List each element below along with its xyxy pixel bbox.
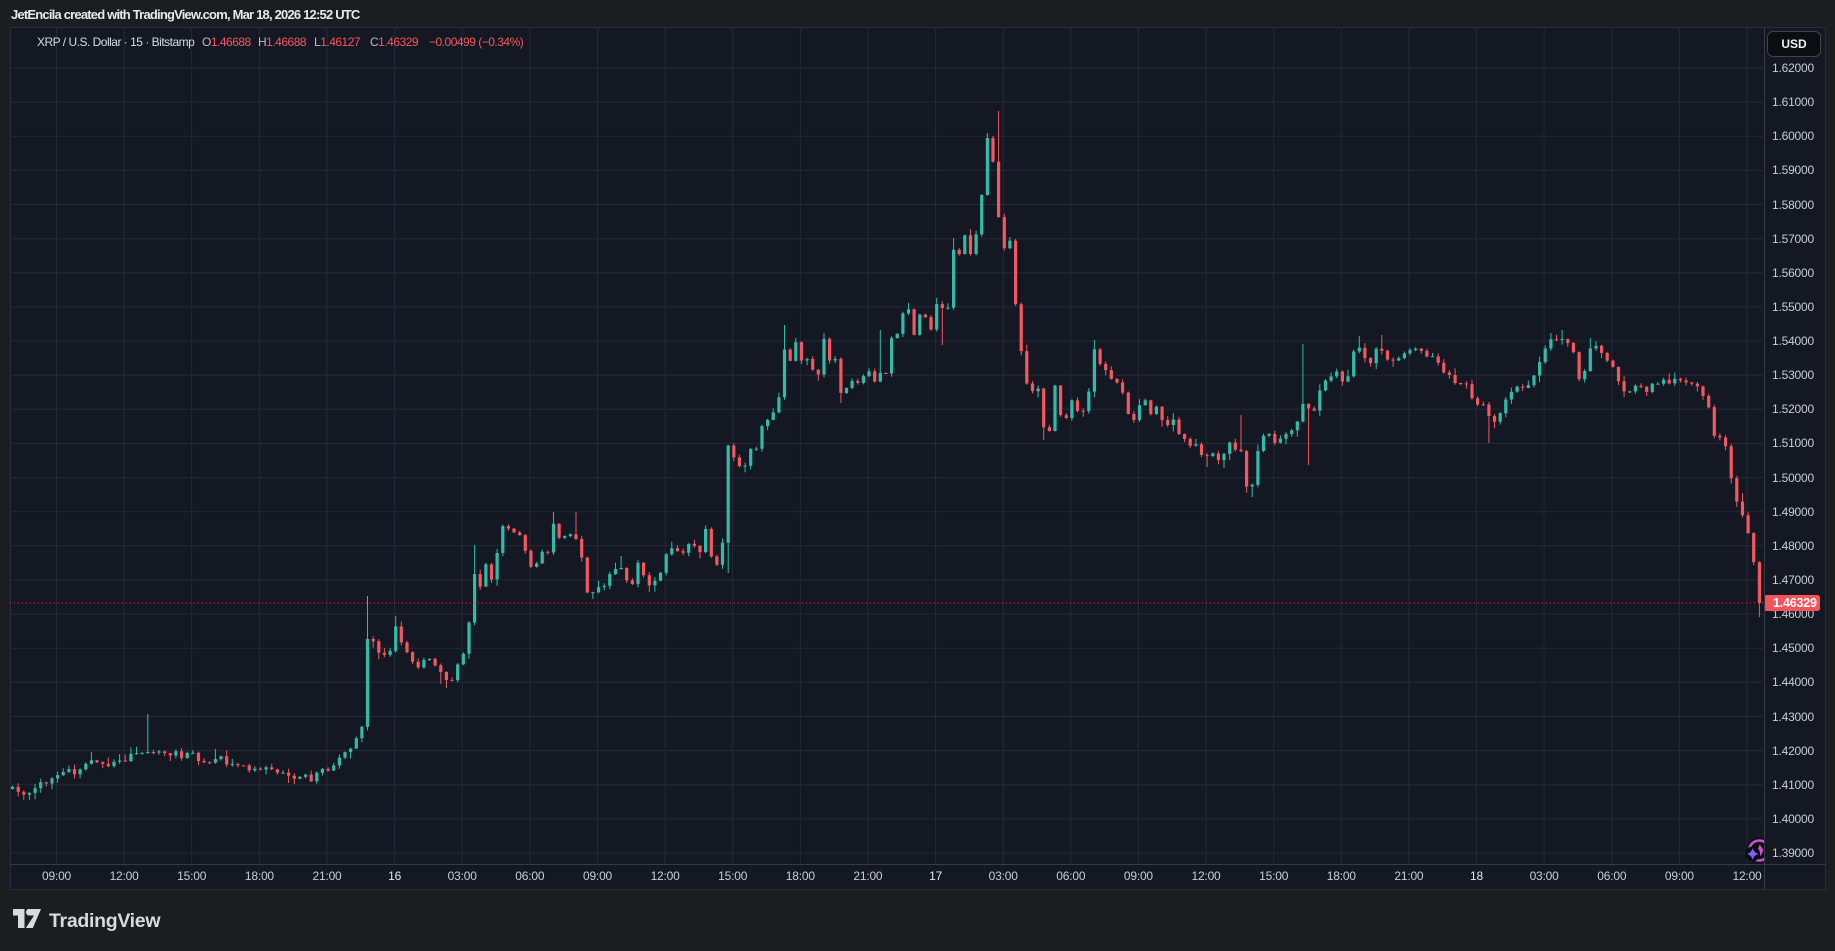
svg-text:TradingView: TradingView (49, 910, 161, 932)
